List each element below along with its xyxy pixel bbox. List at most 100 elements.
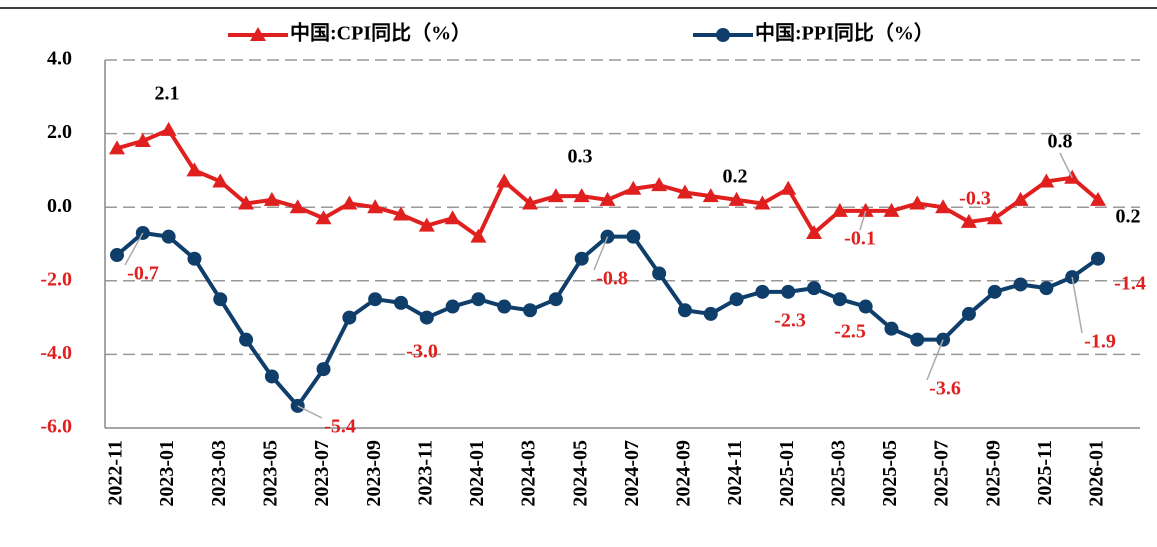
marker — [677, 303, 692, 318]
x-tick-label: 2025-05 — [879, 440, 901, 507]
leader-line — [859, 210, 867, 231]
y-tick-label: 4.0 — [47, 48, 72, 70]
data-label: -0.7 — [127, 263, 159, 285]
marker — [573, 188, 590, 203]
marker — [935, 199, 952, 214]
marker — [419, 310, 434, 325]
x-tick-label: 2023-05 — [259, 440, 281, 507]
x-tick-label: 2025-01 — [776, 440, 798, 507]
leader-line — [593, 236, 609, 271]
marker — [213, 292, 228, 307]
marker — [910, 332, 925, 347]
marker — [418, 217, 435, 232]
marker — [676, 184, 693, 199]
marker — [883, 202, 900, 217]
marker — [471, 292, 486, 307]
marker — [316, 362, 331, 377]
marker — [728, 191, 745, 206]
marker — [239, 332, 254, 347]
marker — [497, 299, 512, 314]
marker — [470, 228, 487, 243]
marker — [857, 202, 874, 217]
marker — [884, 321, 899, 336]
marker — [781, 284, 796, 299]
x-tick-label: 2022-11 — [105, 440, 127, 506]
leader-line — [1071, 276, 1083, 334]
data-label: -2.3 — [774, 310, 806, 332]
legend-marker — [250, 27, 266, 41]
marker — [780, 180, 797, 195]
data-label: -3.0 — [406, 341, 438, 363]
marker — [574, 251, 589, 266]
leader-line — [1059, 152, 1073, 179]
marker — [238, 195, 255, 210]
data-label: -0.8 — [596, 268, 628, 290]
x-tick-label: 2025-09 — [982, 440, 1004, 507]
x-tick-label: 2024-11 — [724, 440, 746, 506]
x-tick-label: 2025-11 — [1034, 440, 1056, 506]
marker — [522, 195, 539, 210]
marker — [109, 140, 125, 155]
x-tick-label: 2023-01 — [156, 440, 178, 507]
data-label: 0.2 — [723, 166, 748, 188]
x-tick-label: 2025-07 — [931, 440, 953, 507]
marker — [263, 191, 280, 206]
data-label: -1.4 — [1114, 273, 1146, 295]
marker — [651, 177, 668, 192]
marker — [625, 180, 642, 195]
data-label: -5.4 — [324, 416, 356, 438]
marker — [315, 210, 332, 225]
legend-label: 中国:CPI同比（%） — [290, 21, 471, 45]
data-label: -0.1 — [844, 228, 876, 250]
y-tick-label: -2.0 — [40, 268, 72, 290]
x-tick-label: 2024-05 — [569, 440, 591, 507]
leader-line — [124, 232, 144, 266]
marker — [187, 251, 202, 266]
legend-marker — [716, 28, 730, 42]
x-tick-label: 2025-03 — [827, 440, 849, 507]
marker — [134, 132, 151, 147]
marker — [806, 224, 823, 239]
marker — [831, 202, 848, 217]
marker — [264, 369, 279, 384]
leader-line — [926, 339, 944, 381]
marker — [393, 295, 408, 310]
y-tick-label: 0.0 — [47, 195, 72, 217]
data-label: 0.8 — [1048, 131, 1073, 153]
marker — [986, 210, 1003, 225]
marker — [702, 188, 719, 203]
marker — [755, 284, 770, 299]
data-label: -3.6 — [929, 378, 961, 400]
marker — [186, 162, 203, 177]
series-line — [116, 127, 1100, 239]
legend-label: 中国:PPI同比（%） — [755, 21, 934, 45]
marker — [342, 310, 357, 325]
marker — [523, 303, 538, 318]
marker — [858, 299, 873, 314]
marker — [960, 213, 977, 228]
y-tick-label: 2.0 — [47, 121, 72, 143]
marker — [392, 206, 409, 221]
marker — [1012, 191, 1029, 206]
marker — [729, 292, 744, 307]
x-tick-label: 2023-11 — [414, 440, 436, 506]
data-label: 2.1 — [155, 83, 180, 105]
marker — [807, 281, 822, 296]
marker — [832, 292, 847, 307]
marker — [445, 299, 460, 314]
leader-line — [297, 405, 323, 419]
marker — [626, 229, 641, 244]
marker — [909, 195, 926, 210]
marker — [289, 199, 306, 214]
marker — [1091, 251, 1105, 266]
data-label: -0.3 — [959, 188, 991, 210]
marker — [444, 210, 461, 225]
marker — [368, 292, 383, 307]
x-tick-label: 2023-07 — [311, 440, 333, 507]
marker — [961, 306, 976, 321]
x-tick-label: 2024-09 — [673, 440, 695, 507]
data-label: -2.5 — [834, 321, 866, 343]
data-label: -1.9 — [1084, 331, 1116, 353]
marker — [599, 191, 616, 206]
